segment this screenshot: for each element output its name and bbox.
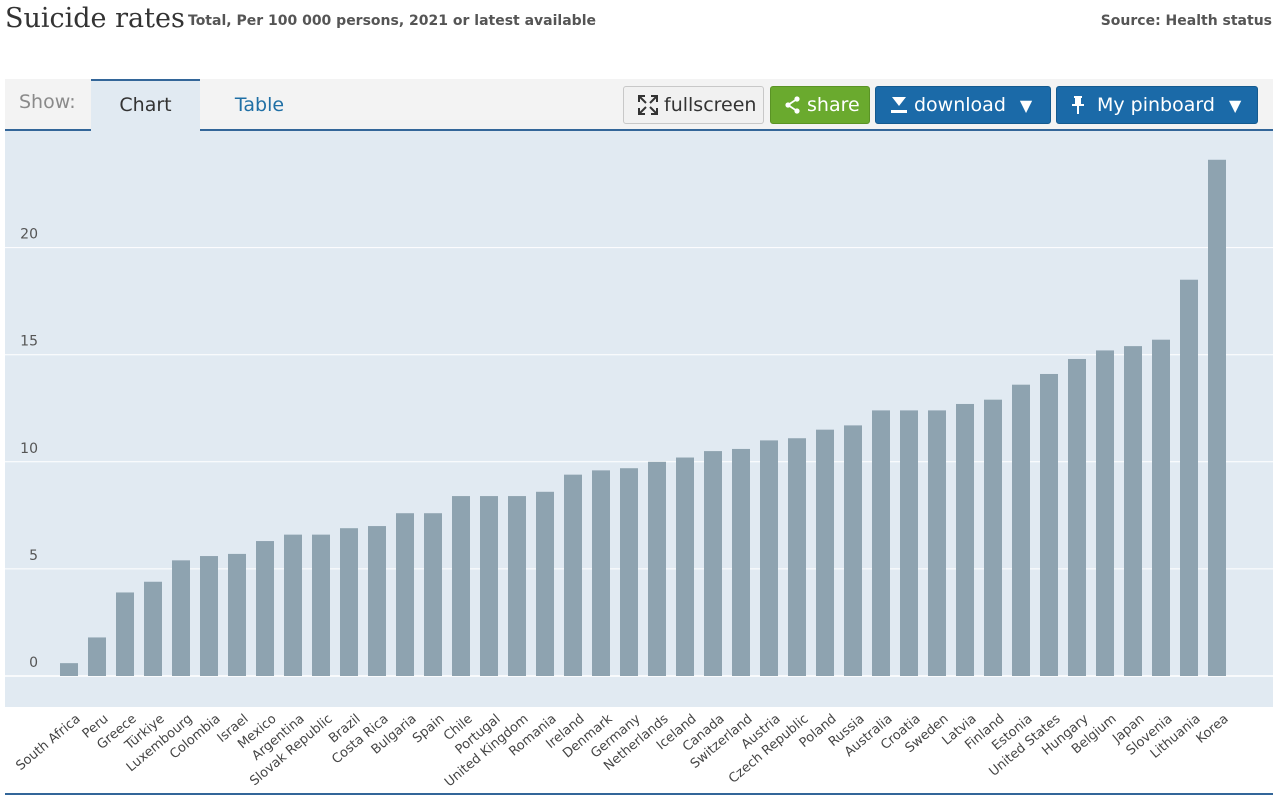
download-icon [890,87,908,128]
pin-icon [1071,87,1091,128]
bottom-divider [5,793,1273,795]
x-tick-label: Korea [1194,712,1232,747]
bar[interactable] [1040,373,1058,676]
bar[interactable] [452,496,470,676]
bar[interactable] [200,556,218,676]
bar[interactable] [172,560,190,676]
bar[interactable] [816,429,834,676]
chevron-down-icon: ▼ [1019,96,1033,115]
bar[interactable] [60,663,78,676]
bar[interactable] [144,581,162,676]
chevron-down-icon: ▼ [1228,96,1242,115]
bar[interactable] [1012,384,1030,676]
y-tick-label: 10 [20,441,38,457]
bar[interactable] [620,468,638,676]
fullscreen-label: fullscreen [664,94,757,116]
y-tick-label: 20 [20,227,38,243]
bar[interactable] [872,410,890,676]
bar[interactable] [984,399,1002,676]
bar[interactable] [368,526,386,676]
bar[interactable] [284,534,302,676]
bar[interactable] [228,553,246,676]
bar[interactable] [956,403,974,676]
tab-chart[interactable]: Chart [91,79,200,131]
bar[interactable] [424,513,442,676]
chart-toolbar: Show: Chart Table fullscreen share do [5,79,1273,131]
download-label: download [914,94,1006,116]
bar[interactable] [928,410,946,676]
pinboard-label: My pinboard [1097,94,1215,116]
page-title: Suicide rates [5,3,185,34]
bar[interactable] [1180,279,1198,676]
bar[interactable] [396,513,414,676]
x-tick-label: South Africa [13,712,83,774]
bar[interactable] [844,425,862,676]
bar[interactable] [536,491,554,676]
bar[interactable] [676,457,694,676]
show-label: Show: [19,91,76,113]
bar[interactable] [1152,339,1170,676]
bar[interactable] [480,496,498,676]
pinboard-button[interactable]: My pinboard ▼ [1056,86,1258,124]
page-subtitle: Total, Per 100 000 persons, 2021 or late… [188,13,596,29]
bar[interactable] [116,592,134,676]
bar[interactable] [1096,350,1114,676]
expand-icon [638,87,658,128]
bar[interactable] [340,528,358,676]
bar[interactable] [760,440,778,676]
bar[interactable] [1208,159,1226,676]
bar[interactable] [1068,358,1086,676]
x-tick-label: Spain [410,712,447,747]
share-button[interactable]: share [770,86,870,124]
bar[interactable] [88,637,106,676]
fullscreen-button[interactable]: fullscreen [623,86,764,124]
source-link[interactable]: Source: Health status [1100,13,1272,29]
bar[interactable] [508,496,526,676]
download-button[interactable]: download ▼ [875,86,1051,124]
bar[interactable] [564,474,582,676]
share-icon [785,87,801,127]
bar[interactable] [704,451,722,676]
bar[interactable] [592,470,610,676]
y-tick-label: 0 [29,655,38,671]
y-tick-label: 5 [29,548,38,564]
bar[interactable] [1124,346,1142,676]
share-label: share [807,94,860,116]
y-tick-label: 15 [20,334,38,350]
bar[interactable] [732,448,750,676]
bar[interactable] [312,534,330,676]
bar[interactable] [900,410,918,676]
bar[interactable] [788,438,806,676]
bar[interactable] [648,461,666,676]
tab-table[interactable]: Table [234,94,285,116]
bar[interactable] [256,541,274,676]
